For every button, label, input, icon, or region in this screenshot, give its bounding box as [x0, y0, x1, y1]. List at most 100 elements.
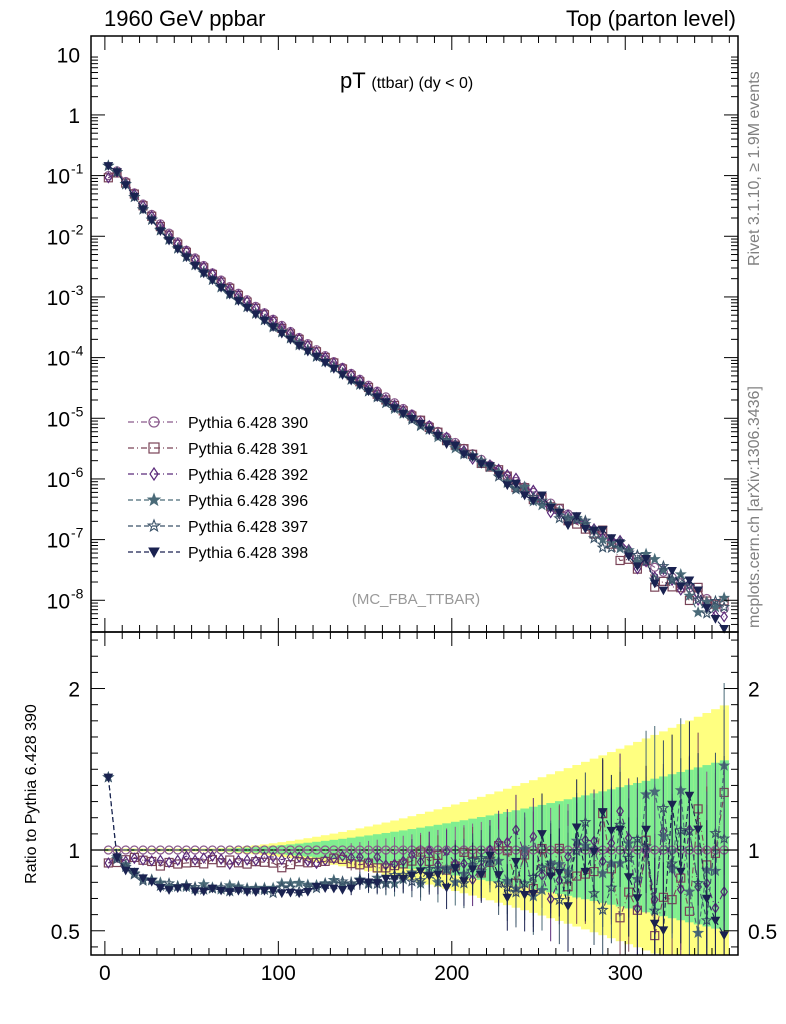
legend: Pythia 6.428 390 Pythia 6.428 391 Pythia 6…	[128, 415, 308, 562]
data-point-marker	[190, 845, 200, 855]
data-point-marker	[502, 481, 513, 491]
data-point-marker	[303, 855, 312, 868]
data-point-marker	[641, 825, 651, 835]
data-point-marker	[104, 857, 113, 869]
data-point-marker	[381, 874, 391, 884]
data-point-marker	[615, 555, 625, 566]
data-point-marker	[597, 808, 608, 817]
data-point-marker	[303, 845, 313, 855]
data-point-marker	[165, 856, 173, 869]
data-point-marker	[675, 867, 686, 877]
data-point-marker	[155, 227, 166, 236]
data-point-marker	[138, 845, 148, 855]
data-point-marker	[476, 871, 487, 880]
data-point-marker	[336, 875, 349, 887]
data-point-marker	[415, 419, 426, 429]
data-point-marker	[649, 579, 660, 589]
ratio-y-tick-label: 1	[68, 840, 80, 863]
data-point-marker	[389, 875, 400, 884]
data-point-marker	[657, 559, 670, 572]
data-point-marker	[121, 845, 131, 855]
data-point-marker	[216, 886, 226, 896]
legend-label: Pythia 6.428 391	[188, 441, 308, 458]
data-point-marker	[147, 845, 157, 855]
y-tick-label-exponent: -8	[71, 585, 84, 601]
data-point-marker	[207, 276, 218, 285]
data-point-marker	[207, 855, 218, 865]
data-point-marker	[302, 347, 313, 357]
data-point-marker	[571, 823, 582, 833]
y-tick-label-exponent: -2	[71, 221, 84, 237]
data-point-marker	[217, 853, 226, 866]
data-point-marker	[337, 854, 348, 865]
rivet-version-label: Rivet 3.1.10, ≥ 1.9M events	[746, 71, 763, 266]
data-point-marker	[579, 514, 592, 526]
data-point-marker	[294, 845, 304, 855]
legend-label: Pythia 6.428 397	[188, 519, 308, 536]
data-point-marker	[337, 885, 348, 895]
data-point-marker	[138, 874, 148, 884]
data-point-marker	[285, 860, 296, 870]
data-point-marker	[658, 586, 669, 596]
data-point-marker	[155, 884, 166, 893]
data-point-marker	[502, 893, 513, 903]
data-point-marker	[441, 883, 452, 893]
data-point-marker	[363, 878, 374, 888]
data-point-marker	[269, 851, 278, 863]
data-point-marker	[450, 864, 461, 873]
data-point-marker	[658, 926, 669, 936]
data-point-marker	[561, 512, 575, 525]
data-point-marker	[719, 931, 729, 941]
data-point-marker	[156, 854, 165, 867]
y-tick-label: 10	[47, 590, 70, 613]
data-point-marker	[181, 858, 192, 868]
data-point-marker	[563, 521, 573, 531]
data-point-marker	[268, 886, 278, 896]
data-point-marker	[242, 845, 252, 855]
legend-label: Pythia 6.428 396	[188, 493, 308, 510]
data-point-marker	[667, 800, 677, 810]
data-point-marker	[546, 506, 555, 519]
y-tick-label: 10	[47, 166, 70, 189]
ratio-y-tick-label-right: 2	[748, 679, 760, 702]
data-point-marker	[372, 879, 383, 888]
data-point-marker	[191, 854, 199, 867]
data-point-marker	[250, 888, 261, 897]
data-point-marker	[467, 865, 478, 875]
y-tick-label: 10	[57, 44, 80, 67]
data-point-marker	[337, 371, 348, 380]
data-point-marker	[259, 316, 270, 326]
data-point-marker	[493, 471, 504, 480]
data-point-marker	[172, 884, 183, 894]
data-point-marker	[563, 902, 573, 911]
data-point-marker	[311, 845, 322, 855]
data-point-marker	[320, 884, 331, 894]
data-point-marker	[155, 845, 165, 855]
data-point-marker	[719, 624, 729, 634]
data-point-marker	[587, 532, 601, 544]
data-point-marker	[146, 877, 157, 887]
data-point-marker	[285, 335, 296, 345]
data-point-marker	[450, 441, 461, 451]
data-point-marker	[268, 858, 278, 868]
x-tick-label: 0	[99, 962, 111, 985]
data-point-marker	[632, 562, 643, 572]
data-point-marker	[233, 297, 244, 306]
y-tick-label: 10	[47, 469, 70, 492]
data-point-marker	[233, 858, 244, 868]
data-point-marker	[311, 882, 322, 892]
x-tick-label: 200	[434, 962, 469, 985]
y-tick-label-exponent: -1	[71, 161, 84, 177]
data-point-marker	[103, 773, 114, 783]
y-tick-label: 10	[47, 226, 70, 249]
data-point-marker	[225, 845, 235, 855]
y-tick-label: 1	[68, 105, 80, 128]
data-point-marker	[207, 884, 218, 894]
data-point-marker	[120, 866, 131, 876]
series-pythia-6-428-398	[103, 162, 729, 955]
data-point-marker	[243, 854, 252, 866]
data-point-marker	[415, 867, 426, 877]
data-point-marker	[459, 450, 469, 459]
data-point-marker	[623, 552, 634, 562]
data-point-marker	[199, 852, 208, 864]
